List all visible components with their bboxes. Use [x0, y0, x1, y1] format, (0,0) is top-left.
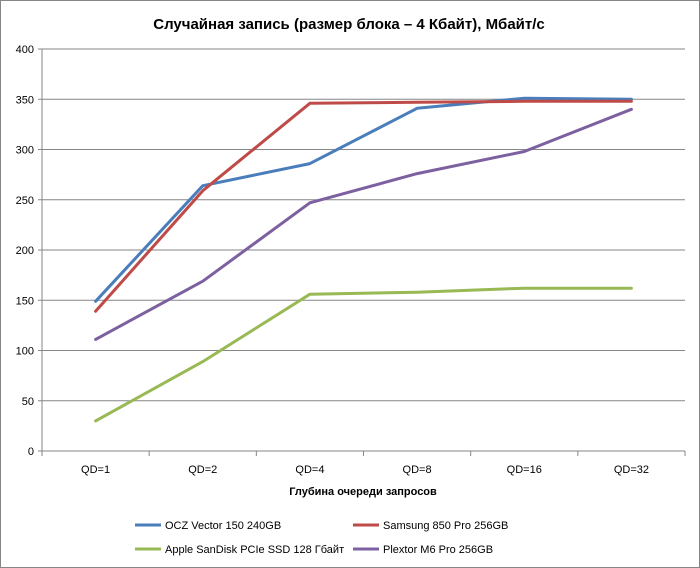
- legend-label-3: Plextor M6 Pro 256GB: [383, 544, 493, 556]
- y-tick-label-6: 300: [16, 145, 34, 157]
- x-tick-label-2: QD=4: [295, 464, 324, 476]
- y-tick-labels: 0 50 100 150 200 250 300 350 400: [16, 44, 34, 458]
- series-line-0: [94, 96, 633, 303]
- legend-label-0: OCZ Vector 150 240GB: [165, 520, 281, 532]
- series-lines: [94, 96, 633, 423]
- y-tick-label-7: 350: [16, 94, 34, 106]
- series-line-1: [94, 99, 633, 313]
- legend: OCZ Vector 150 240GB Samsung 850 Pro 256G…: [135, 520, 508, 556]
- x-axis-label: Глубина очереди запросов: [289, 486, 437, 498]
- legend-label-1: Samsung 850 Pro 256GB: [383, 520, 508, 532]
- y-tick-label-4: 200: [16, 245, 34, 257]
- series-line-3: [94, 107, 633, 341]
- legend-label-2: Apple SanDisk PCIe SSD 128 Гбайт: [165, 544, 344, 556]
- y-tick-label-2: 100: [16, 346, 34, 358]
- axes: [38, 48, 686, 456]
- x-tick-label-4: QD=16: [507, 464, 542, 476]
- y-tick-label-8: 400: [16, 44, 34, 56]
- x-tick-label-0: QD=1: [81, 464, 110, 476]
- x-tick-label-1: QD=2: [188, 464, 217, 476]
- y-tick-label-3: 150: [16, 295, 34, 307]
- y-tick-label-0: 0: [28, 446, 34, 458]
- y-tick-label-1: 50: [22, 396, 34, 408]
- chart-title: Случайная запись (размер блока – 4 Кбайт…: [153, 16, 545, 33]
- x-tick-label-5: QD=32: [614, 464, 649, 476]
- series-line-2: [94, 286, 633, 423]
- x-tick-labels: QD=1 QD=2 QD=4 QD=8 QD=16 QD=32: [81, 464, 649, 476]
- x-tick-label-3: QD=8: [403, 464, 432, 476]
- y-tick-label-5: 250: [16, 195, 34, 207]
